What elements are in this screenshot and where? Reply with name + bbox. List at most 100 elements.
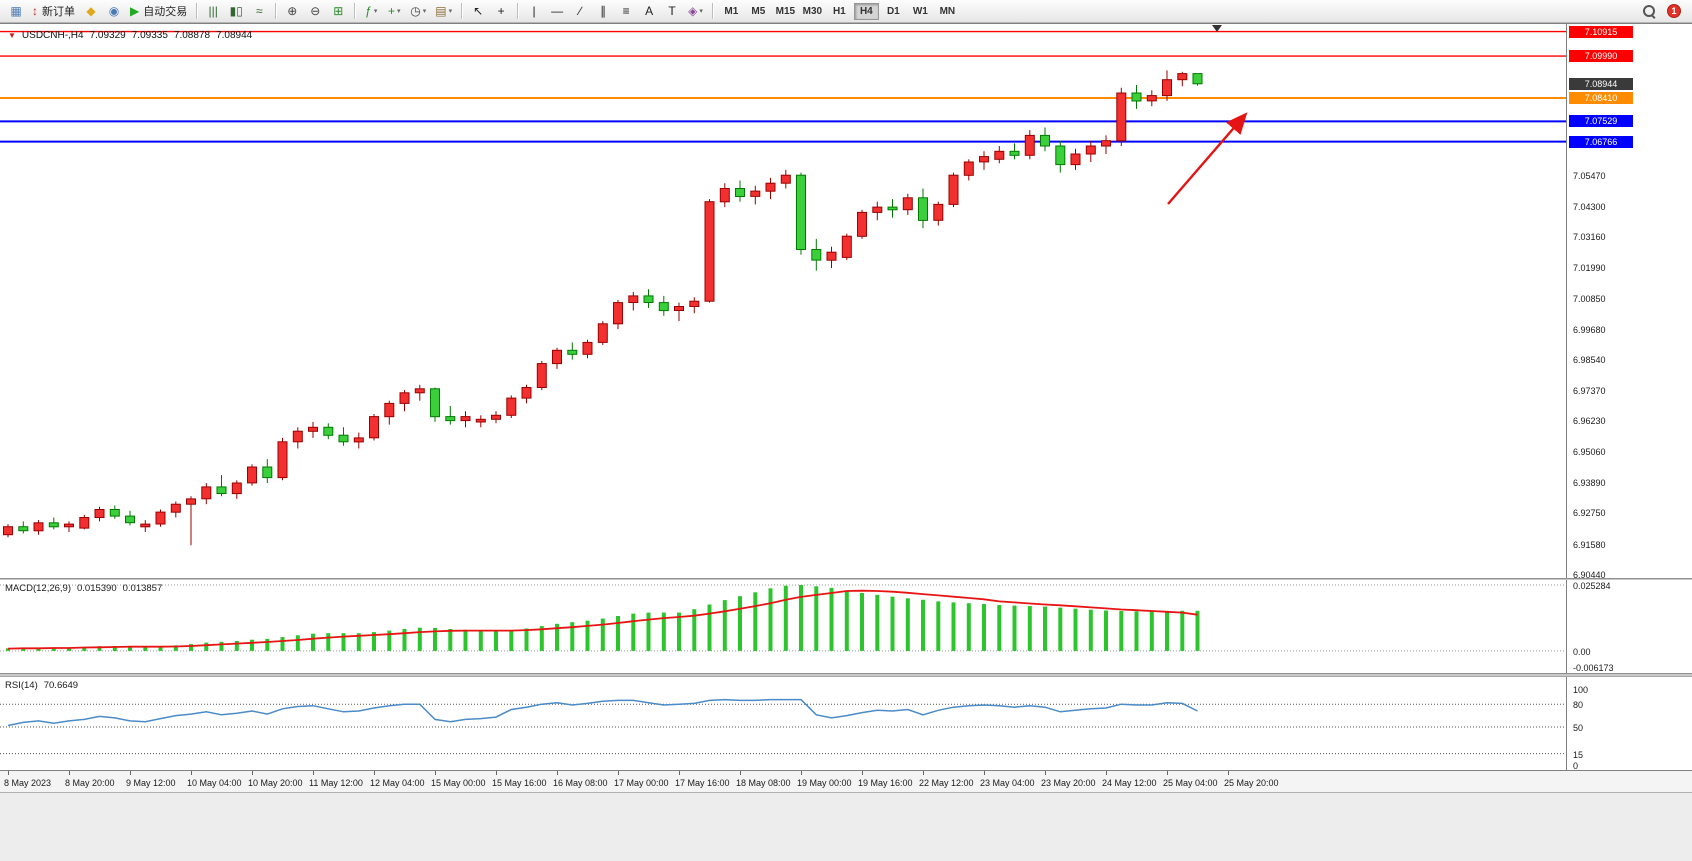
candle — [735, 180, 745, 202]
macd-histogram-bar — [692, 609, 697, 651]
time-axis[interactable]: 8 May 2023 8 May 20:00 9 May 12:00 10 May 0… — [0, 770, 1692, 792]
open-value: 7.09329 — [89, 30, 126, 41]
indicators-icon[interactable]: ƒ ▾ — [365, 4, 378, 18]
new-order-button[interactable]: ↕ 新订单 — [32, 4, 75, 18]
time-tick — [557, 771, 558, 775]
macd-histogram-bar — [1195, 610, 1200, 651]
macd-chart[interactable] — [0, 580, 1566, 673]
rsi-panel[interactable]: RSI(14) 70.6649 — [0, 677, 1566, 770]
bar-chart-icon[interactable]: ||| — [208, 4, 218, 18]
candle — [64, 521, 74, 532]
candle — [1162, 70, 1172, 101]
timeframe-m5[interactable]: M5 — [751, 5, 766, 17]
tick-down-icon: ▼ — [8, 31, 16, 40]
macd-histogram-bar — [829, 587, 834, 651]
low-value: 7.08878 — [173, 30, 211, 41]
price-tag: 7.08410 — [1569, 92, 1633, 104]
mql-editor-icon[interactable]: ◆ — [86, 4, 96, 18]
panel-splitter[interactable] — [0, 673, 1692, 677]
templates-icon[interactable]: ▤ ▾ — [435, 4, 453, 18]
panel-splitter[interactable] — [0, 578, 1692, 580]
candle — [216, 475, 227, 497]
line-chart-icon[interactable]: ≈ — [255, 4, 263, 18]
rsi-chart[interactable] — [0, 677, 1566, 770]
macd-signal-line — [7, 589, 1198, 650]
crosshair-icon[interactable]: + — [497, 4, 505, 18]
toolbar-separator — [275, 3, 277, 19]
time-axis-label: 22 May 12:00 — [919, 778, 974, 788]
timeframe-h4[interactable]: H4 — [853, 2, 879, 20]
timeframe-m1[interactable]: M1 — [724, 5, 739, 17]
shapes-icon[interactable]: ◈ ▾ — [688, 4, 703, 18]
fibonacci-icon[interactable]: ≡ — [622, 4, 630, 18]
macd-histogram-bar — [1012, 605, 1017, 651]
zoom-in-icon[interactable]: ⊕ — [287, 4, 298, 18]
time-axis-label: 11 May 12:00 — [309, 778, 363, 788]
time-axis-label: 10 May 04:00 — [187, 778, 242, 788]
timeframe-mn[interactable]: MN — [939, 5, 956, 17]
text-icon[interactable]: A — [645, 4, 654, 18]
search-icon[interactable] — [1643, 4, 1656, 18]
time-axis-label: 9 May 12:00 — [126, 778, 176, 788]
cursor-icon[interactable]: ↖ — [473, 4, 484, 18]
price-axis[interactable]: 7.05470 7.04300 7.03160 7.01990 7.00850 6.996… — [1566, 23, 1692, 580]
time-tick — [1167, 771, 1168, 775]
candle — [445, 406, 456, 425]
timeframe-w1[interactable]: W1 — [912, 5, 928, 17]
macd-axis[interactable]: 0.025284 0.00 -0.006173 — [1566, 580, 1692, 673]
timeframe-group: M1 M5 M15 M30 H1 H4 D1 W1 MN — [718, 2, 961, 20]
rsi-line — [7, 698, 1198, 727]
macd-axis-label: 0.025284 — [1573, 581, 1611, 591]
macd-histogram-bar — [402, 629, 407, 651]
channel-icon[interactable]: ∥ — [600, 4, 607, 18]
candle — [674, 302, 684, 322]
candlestick-chart-icon[interactable]: ▮▯ — [229, 4, 243, 18]
price-axis-label: 6.97370 — [1573, 386, 1606, 396]
horizontal-line-icon[interactable]: — — [551, 4, 564, 18]
macd-panel[interactable]: MACD(12,26,9) 0.015390 0.013857 — [0, 580, 1566, 673]
time-tick — [1045, 771, 1046, 775]
macd-histogram-bar — [128, 646, 132, 651]
time-tick — [679, 771, 680, 775]
macd-histogram-bar — [372, 632, 376, 651]
price-chart[interactable] — [0, 24, 1566, 579]
periods-icon[interactable]: ◷ ▾ — [410, 4, 427, 18]
macd-histogram-bar — [21, 648, 26, 651]
candle — [170, 501, 181, 518]
candle — [780, 169, 791, 189]
candle — [933, 201, 944, 226]
candle — [658, 295, 669, 316]
autotrade-button[interactable]: ▶ 自动交易 — [130, 4, 188, 18]
timeframe-h1[interactable]: H1 — [832, 5, 846, 17]
macd-histogram-bar — [1134, 611, 1139, 651]
macd-histogram-bar — [600, 618, 605, 651]
add-indicator-icon[interactable]: + ▾ — [387, 4, 401, 18]
macd-histogram-bar — [936, 601, 941, 651]
macd-histogram-bar — [417, 627, 422, 651]
annotation-arrow[interactable] — [1167, 112, 1248, 205]
macd-main-value: 0.015390 — [77, 583, 117, 594]
main-chart-panel[interactable]: ▼ USDCNH-,H4 7.09329 7.09335 7.08878 7.0… — [0, 23, 1566, 578]
time-tick — [740, 771, 741, 775]
timeframe-d1[interactable]: D1 — [886, 5, 900, 17]
timeframe-m15[interactable]: M15 — [775, 5, 796, 17]
vertical-line-icon[interactable]: | — [532, 4, 536, 18]
market-watch-icon[interactable]: ◉ — [108, 4, 120, 18]
tile-windows-icon[interactable]: ⊞ — [333, 4, 344, 18]
trendline-icon[interactable]: ∕ — [579, 4, 582, 18]
rsi-axis[interactable]: 100 80 50 15 0 — [1566, 677, 1692, 771]
label-icon[interactable]: T — [668, 4, 676, 18]
new-chart-icon[interactable]: ▦ — [10, 4, 22, 18]
zoom-out-icon[interactable]: ⊖ — [310, 4, 321, 18]
candle — [872, 201, 883, 221]
macd-histogram-bar — [783, 585, 788, 651]
timeframe-m30[interactable]: M30 — [802, 5, 823, 17]
time-tick — [252, 771, 253, 775]
notifications-badge[interactable]: 1 — [1667, 4, 1681, 18]
macd-histogram-bar — [189, 644, 193, 651]
candle — [796, 172, 806, 255]
time-axis-label: 24 May 12:00 — [1102, 778, 1157, 788]
macd-histogram-bar — [1165, 611, 1169, 651]
time-axis-label: 15 May 00:00 — [431, 778, 486, 788]
